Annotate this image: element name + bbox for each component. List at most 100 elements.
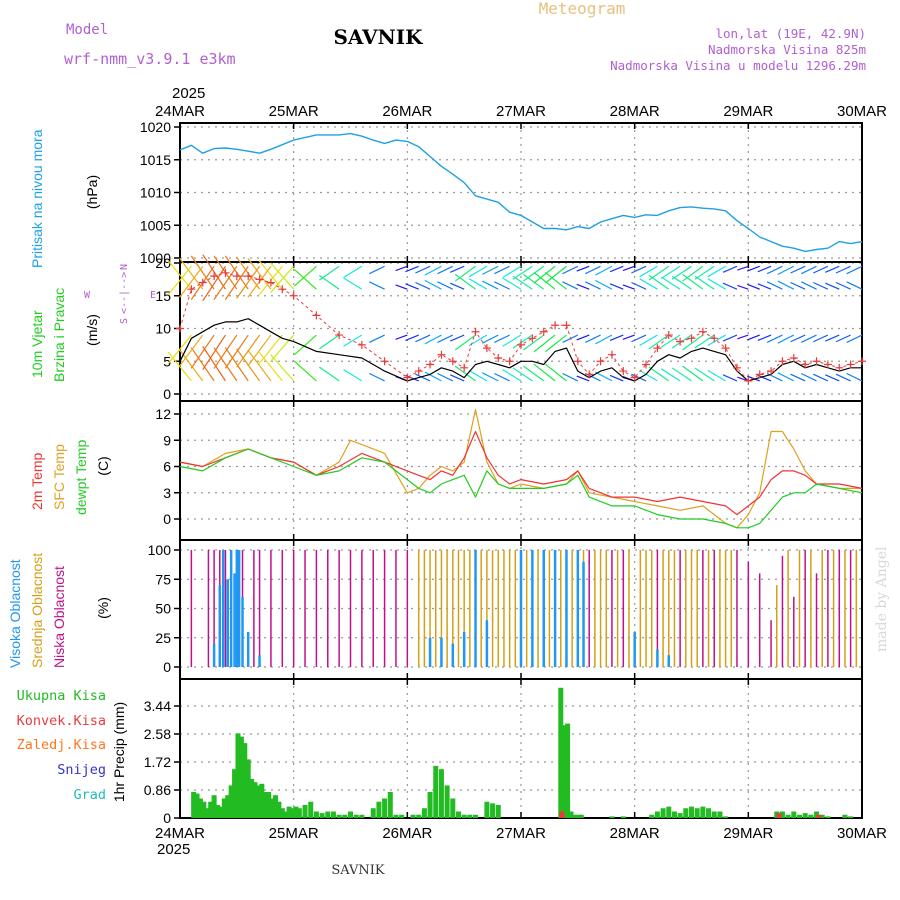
- precip-ytick-label: 0: [163, 810, 171, 826]
- date-tick-bottom-26mar: 26MAR: [382, 825, 432, 842]
- precip-bar-total: [467, 814, 473, 818]
- precip-bar-total: [495, 804, 501, 818]
- precip-bar-total: [561, 725, 567, 818]
- precip-bar-total: [689, 806, 694, 818]
- precip-bar-total: [421, 808, 427, 818]
- wind-arrow: [449, 282, 465, 290]
- wind-gust-marker: [539, 327, 548, 336]
- wind-gust-marker: [698, 327, 707, 336]
- temp-label-1: SFC Temp: [51, 444, 67, 510]
- wind-arrow: [523, 265, 545, 282]
- page-title: SAVNIK: [333, 25, 423, 49]
- model-label: Model: [66, 22, 108, 38]
- wind-arrow: [595, 371, 613, 382]
- wind-arrow: [694, 265, 715, 280]
- cloud-ytick-label: 0: [163, 659, 171, 675]
- meteogram-subtitle: Meteogram: [539, 0, 626, 18]
- wind-gust-marker: [721, 344, 730, 353]
- precip-bar-total: [717, 811, 723, 818]
- precip-bar-convective: [776, 813, 782, 818]
- precip-frame: [179, 678, 863, 819]
- pressure-title: Pritisak na nivou mora: [29, 129, 45, 268]
- precip-bar-total: [376, 801, 382, 818]
- precip-bar-total: [649, 814, 655, 818]
- wind-arrow: [694, 367, 715, 382]
- wind-arrow: [454, 334, 476, 351]
- wind-arrow: [562, 372, 579, 382]
- wind-gust-marker: [676, 337, 685, 346]
- wind-arrow: [682, 273, 704, 290]
- precip-bar-total: [191, 791, 197, 818]
- precip-legend-2: Zaledj.Kisa: [17, 737, 106, 753]
- wind-arrow: [190, 347, 215, 382]
- wind-arrow: [343, 369, 363, 382]
- wind-arrow: [584, 265, 601, 275]
- precip-bar-total: [558, 687, 564, 818]
- wind-title: 10m Vjetar: [29, 310, 45, 378]
- precip-bar-total: [819, 814, 825, 818]
- precip-bar-total: [779, 811, 785, 818]
- wind-gust-marker: [630, 373, 639, 382]
- wind-arrow: [609, 283, 624, 290]
- wind-arrow: [424, 265, 442, 276]
- wind-arrow: [318, 366, 340, 382]
- wind-arrow: [800, 334, 817, 343]
- precip-bar-total: [342, 814, 348, 818]
- wind-arrow: [179, 265, 204, 298]
- wind-gust-marker: [210, 272, 219, 281]
- wind-arrow: [202, 265, 226, 302]
- precip-bar-total: [242, 743, 248, 818]
- wind-gust-marker: [414, 367, 423, 376]
- wind-arrow: [502, 369, 522, 382]
- pressure-ytick-label: 1000: [140, 250, 171, 266]
- precip-bar-total: [225, 795, 231, 818]
- wind-arrow: [777, 372, 795, 382]
- precip-bar-total: [711, 811, 717, 818]
- wind-legend-scale: <--|-->: [119, 272, 130, 314]
- wind-arrow: [247, 257, 272, 290]
- precip-bar-total: [201, 801, 207, 818]
- wind-gust-marker: [801, 360, 810, 369]
- wind-arrow: [395, 334, 408, 340]
- wind-arrow: [800, 372, 817, 382]
- precip-bar-total: [293, 806, 299, 818]
- pressure-ylabel: (hPa): [84, 175, 100, 209]
- wind-arrow: [494, 372, 510, 382]
- wind-gust-line: [179, 272, 863, 382]
- wind-gust-marker: [710, 334, 719, 343]
- wind-arrow: [405, 334, 419, 342]
- wind-arrow: [846, 281, 863, 290]
- wind-arrow: [405, 265, 419, 273]
- wind-arrow: [648, 366, 670, 382]
- wind-arrow: [202, 334, 226, 370]
- station-elevation: Nadmorska Visina 825m: [708, 42, 866, 57]
- cloud-ytick-label: 50: [155, 601, 171, 617]
- wind-arrow: [395, 284, 408, 290]
- precip-bar-total: [694, 808, 700, 818]
- precip-bar-total: [706, 808, 712, 818]
- date-tick-top-26mar: 26MAR: [382, 103, 432, 120]
- wind-gust-marker: [664, 331, 673, 340]
- wind-arrow: [777, 280, 795, 290]
- location-coords: lon,lat (19E, 42.9N): [715, 26, 866, 41]
- wind-arrow: [694, 334, 715, 349]
- wind-arrow: [224, 347, 249, 382]
- wind-arrow: [415, 281, 431, 290]
- wind-gust-marker: [778, 357, 787, 366]
- precip-bar-total: [211, 795, 217, 818]
- precip-bar-total: [348, 811, 353, 818]
- wind-arrow: [671, 265, 692, 280]
- date-tick-top-29mar: 29MAR: [723, 103, 773, 120]
- wind-gust-marker: [357, 340, 366, 349]
- wind-arrow: [639, 369, 658, 382]
- wind-arrow: [576, 265, 590, 272]
- wind-arrow: [777, 265, 795, 275]
- wind-gust-marker: [596, 357, 605, 366]
- wind-legend-east: E: [150, 290, 156, 301]
- precip-bar-total: [302, 804, 308, 818]
- wind-arrow: [707, 265, 726, 278]
- precip-bar-total: [252, 782, 258, 818]
- precip-bar-total: [785, 814, 791, 818]
- wind-ytick-label: 10: [155, 321, 171, 337]
- precip-bar-total: [266, 791, 272, 818]
